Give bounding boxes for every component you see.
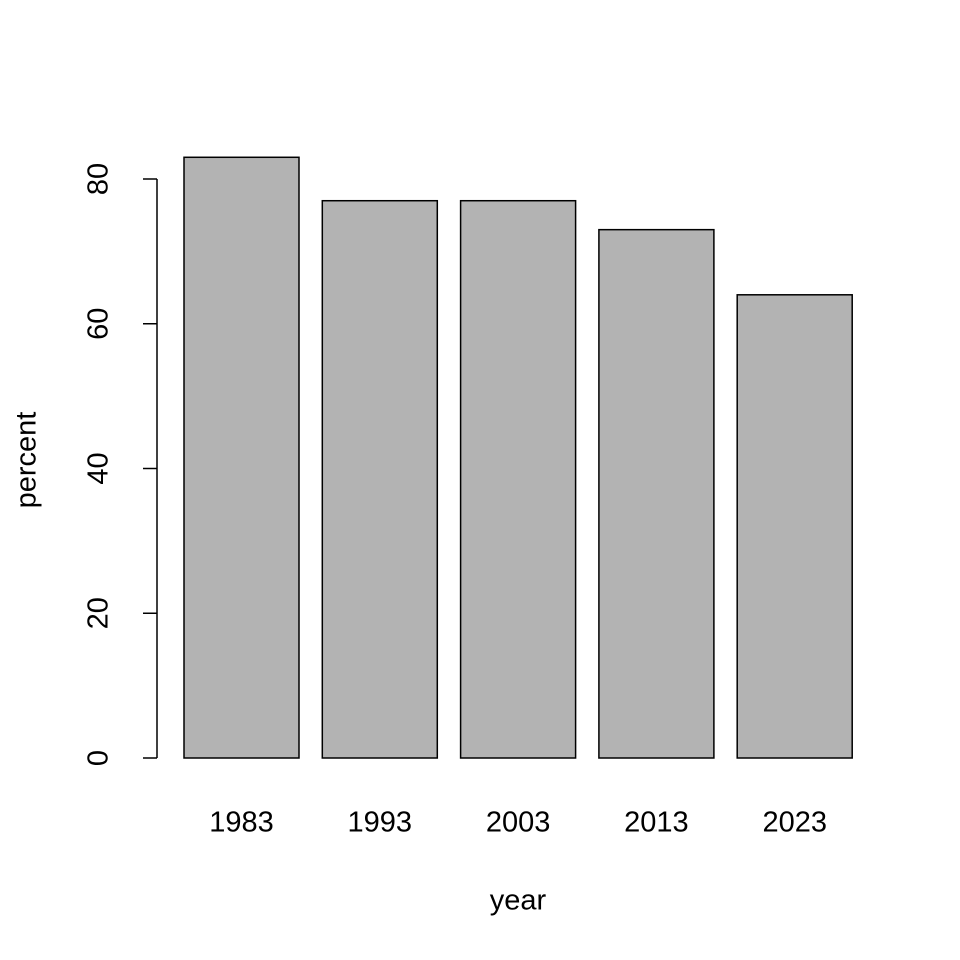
x-tick-label: 1993 (348, 807, 413, 839)
y-tick-label: 60 (83, 308, 115, 340)
x-tick-label: 2023 (762, 807, 827, 839)
bar (183, 156, 300, 759)
y-tick-label: 80 (83, 163, 115, 195)
x-axis-label: year (490, 885, 547, 917)
x-tick-label: 2003 (486, 807, 551, 839)
y-tick-label: 0 (83, 750, 115, 766)
bar (736, 294, 853, 759)
y-tick-label: 40 (83, 452, 115, 484)
x-tick-label: 2013 (624, 807, 689, 839)
bar (598, 228, 715, 759)
x-tick-label: 1983 (209, 807, 274, 839)
y-tick-label: 20 (83, 597, 115, 629)
bar (459, 199, 577, 759)
bar (321, 199, 439, 759)
y-axis-label: percent (11, 412, 43, 509)
